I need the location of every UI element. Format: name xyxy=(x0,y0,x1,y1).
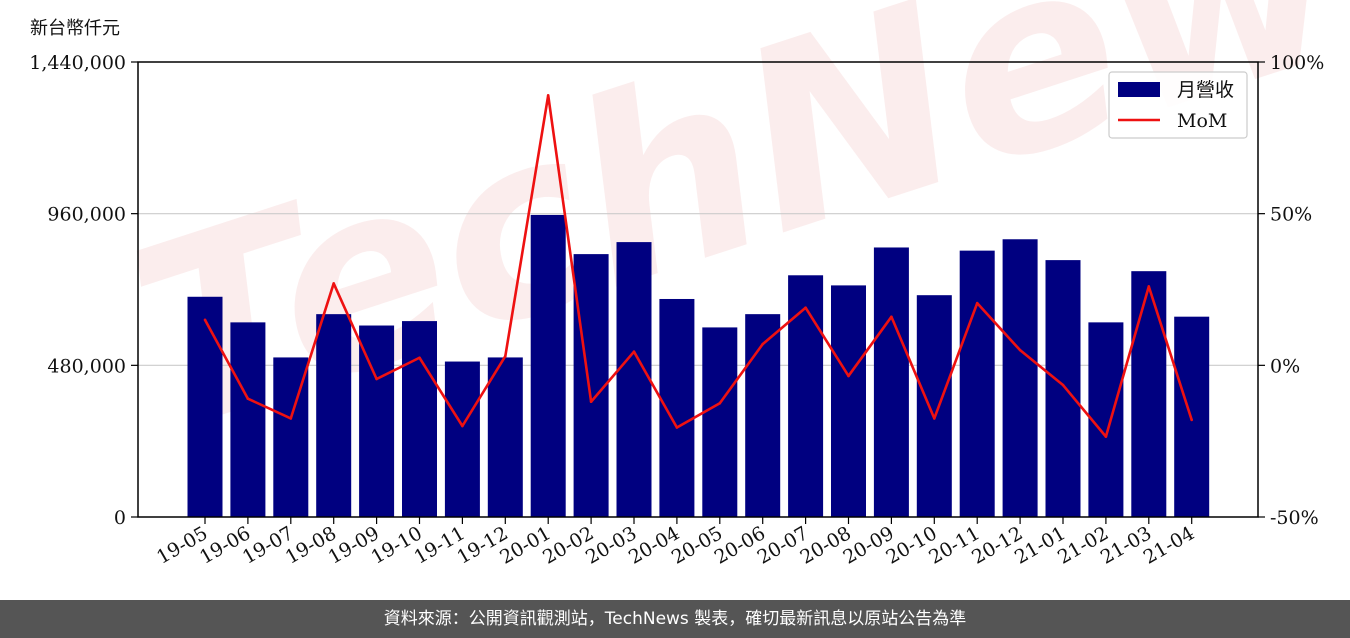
mom-point-19-07 xyxy=(289,417,293,420)
left-tick-label: 1,440,000 xyxy=(29,52,126,74)
bar-20-03 xyxy=(616,242,652,517)
y-axis-unit-label: 新台幣仟元 xyxy=(30,18,120,39)
left-tick-label: 0 xyxy=(114,507,126,529)
mom-line xyxy=(203,94,1193,438)
bar-21-02 xyxy=(1088,322,1124,517)
mom-point-20-05 xyxy=(718,401,722,405)
bar-20-01 xyxy=(530,214,566,518)
left-tick-label: 480,000 xyxy=(47,355,126,377)
mom-point-20-10 xyxy=(933,417,936,420)
bar-20-11 xyxy=(959,250,995,517)
bar-19-05 xyxy=(187,296,223,517)
chart: TechNews0480,000960,0001,440,000-50%0%50… xyxy=(29,0,1350,569)
mom-point-20-08 xyxy=(847,374,850,378)
mom-point-19-12 xyxy=(504,354,507,358)
bar-20-07 xyxy=(788,275,824,517)
bar-19-08 xyxy=(316,314,352,517)
legend-swatch-bar xyxy=(1118,82,1160,97)
mom-point-20-06 xyxy=(761,342,764,346)
bar-20-02 xyxy=(573,254,609,517)
mom-point-19-09 xyxy=(375,377,378,381)
bar-20-06 xyxy=(745,314,781,517)
mom-point-20-01 xyxy=(546,94,550,97)
bar-20-10 xyxy=(916,295,952,517)
mom-point-19-10 xyxy=(418,356,421,360)
bar-19-12 xyxy=(487,357,523,517)
mom-point-21-04 xyxy=(1190,418,1193,422)
mom-point-20-07 xyxy=(804,306,807,310)
right-tick-label: -50% xyxy=(1270,507,1319,529)
mom-point-20-03 xyxy=(632,350,636,353)
bar-19-06 xyxy=(230,322,266,517)
mom-point-20-02 xyxy=(589,400,593,404)
mom-point-20-09 xyxy=(890,315,893,319)
mom-point-20-04 xyxy=(675,426,679,429)
bar-21-01 xyxy=(1045,260,1081,517)
mom-point-21-03 xyxy=(1147,285,1151,288)
source-footer: 資料來源：公開資訊觀測站，TechNews 製表，確切最新訊息以原站公告為準 xyxy=(0,600,1350,638)
right-tick-label: 50% xyxy=(1270,204,1312,226)
legend-label-line: MoM xyxy=(1177,110,1227,132)
mom-point-19-11 xyxy=(461,424,464,428)
mom-point-19-06 xyxy=(246,397,250,401)
mom-point-19-08 xyxy=(332,282,336,285)
mom-point-21-02 xyxy=(1104,435,1108,438)
right-tick-label: 100% xyxy=(1270,52,1324,74)
mom-point-19-05 xyxy=(203,318,207,322)
plot-frame xyxy=(137,61,1259,518)
mom-point-20-12 xyxy=(1018,348,1022,352)
mom-point-20-11 xyxy=(975,301,979,305)
right-tick-label: 0% xyxy=(1270,355,1300,377)
x-tick-label-21-04: 21-04 xyxy=(1140,522,1198,568)
bar-19-09 xyxy=(359,325,395,517)
bar-20-09 xyxy=(873,247,909,517)
left-tick-label: 960,000 xyxy=(47,204,126,226)
bar-20-05 xyxy=(702,327,738,517)
mom-point-21-01 xyxy=(1061,383,1065,387)
bar-20-12 xyxy=(1002,239,1038,517)
bar-20-08 xyxy=(831,285,866,517)
legend-label-bar: 月營收 xyxy=(1177,79,1234,101)
bar-19-11 xyxy=(444,361,480,517)
bar-19-10 xyxy=(402,321,437,517)
bar-21-03 xyxy=(1131,271,1167,517)
